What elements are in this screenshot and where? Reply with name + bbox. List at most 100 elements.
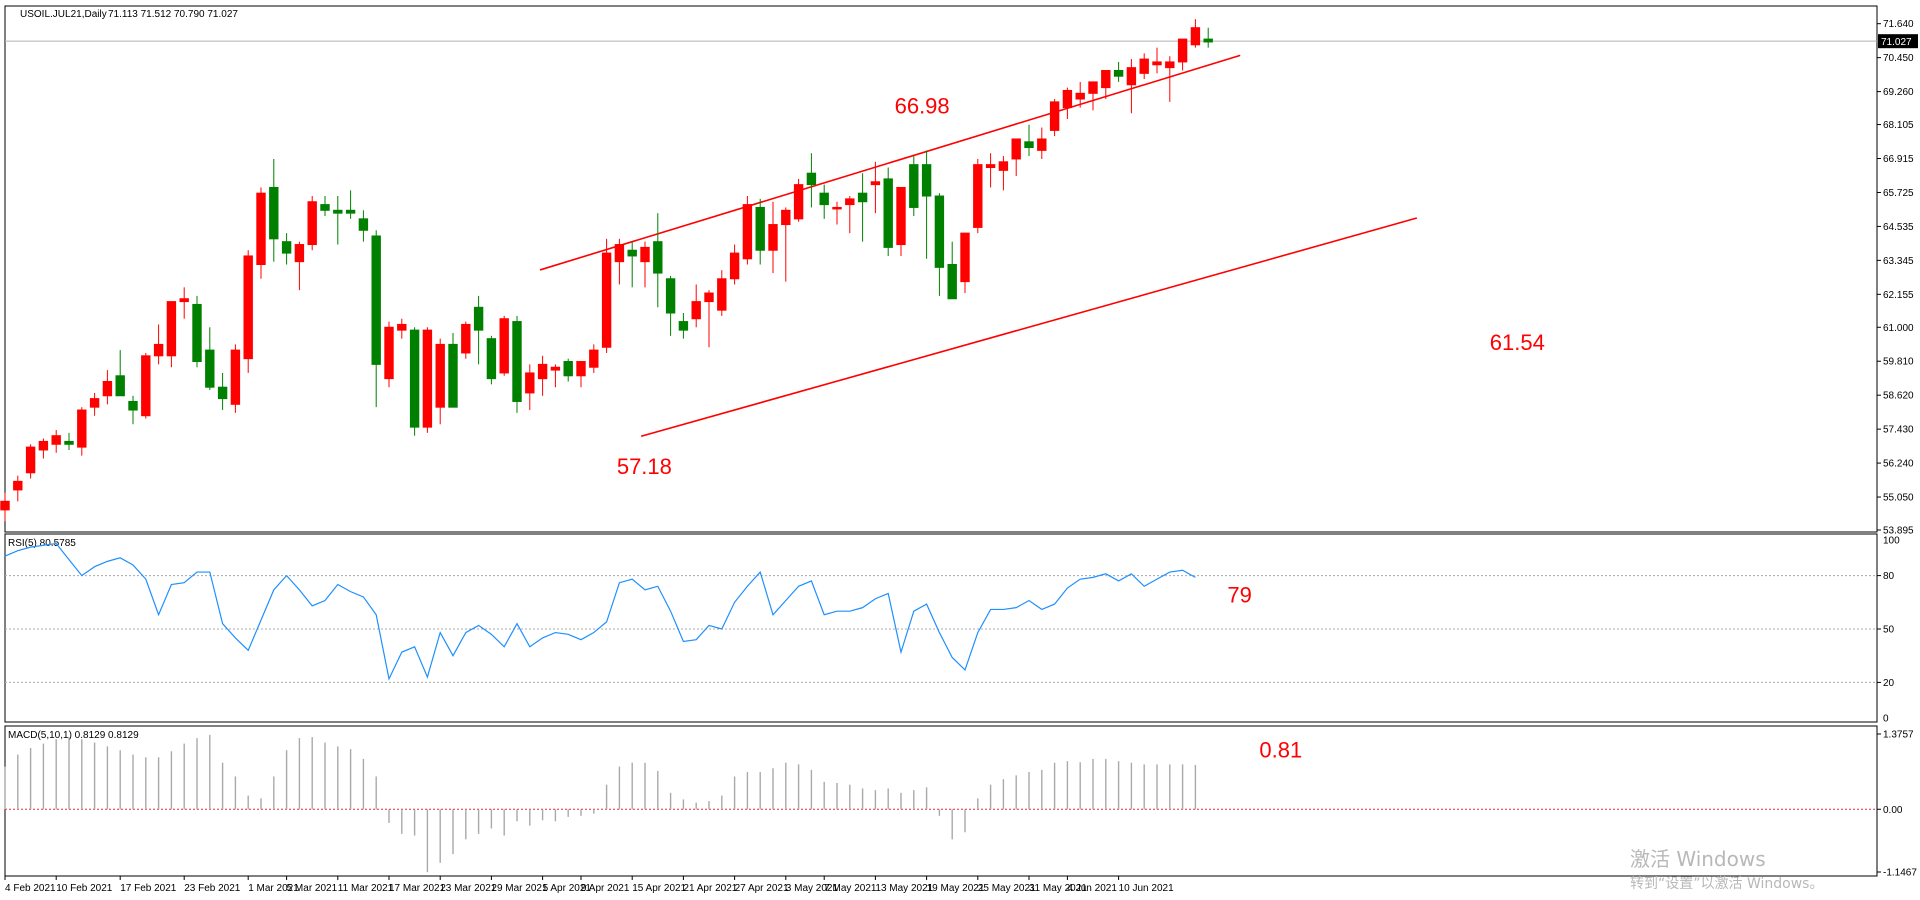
- candle-body: [589, 349, 599, 368]
- candle-body: [755, 206, 765, 251]
- rsi-panel-frame: [4, 533, 1878, 723]
- candles: [0, 19, 1213, 522]
- candle-body: [179, 298, 189, 303]
- candle-body: [1203, 38, 1213, 43]
- price-tick-label: 68.105: [1883, 120, 1914, 131]
- candle-body: [857, 192, 868, 203]
- candle-body: [653, 241, 663, 274]
- candle-body: [102, 380, 113, 397]
- candle-body: [793, 184, 804, 220]
- candle-body: [1088, 81, 1098, 94]
- time-tick-label: 19 May 2021: [927, 883, 985, 894]
- candle-body: [153, 343, 164, 357]
- time-tick-label: 9 Apr 2021: [581, 883, 630, 894]
- candle-body: [281, 241, 292, 254]
- candle-body: [934, 195, 945, 268]
- candle-body: [384, 326, 394, 380]
- candle-body: [563, 361, 573, 377]
- macd-histogram: [4, 734, 1197, 873]
- watermark-line1: 激活 Windows: [1630, 847, 1766, 871]
- price-tick-label: 70.450: [1883, 53, 1914, 64]
- price-tick-label: 64.535: [1883, 222, 1914, 233]
- time-tick-label: 10 Feb 2021: [56, 883, 113, 894]
- candle-body: [665, 278, 676, 314]
- price-annotation: 66.98: [895, 93, 950, 118]
- candle-body: [1011, 138, 1021, 160]
- candle-body: [435, 343, 445, 408]
- candle-body: [13, 480, 23, 491]
- candle-body: [294, 244, 305, 263]
- candle-body: [1062, 89, 1073, 109]
- candle-body: [499, 318, 509, 374]
- price-panel[interactable]: USOIL.JUL21,Daily 71.113 71.512 70.790 7…: [0, 5, 1918, 537]
- candle-body: [243, 255, 253, 360]
- rsi-tick-label: 0: [1883, 714, 1889, 725]
- time-tick-label: 5 Mar 2021: [287, 883, 338, 894]
- price-axis: 71.640 70.450 69.260 68.105 66.915 65.725 64.5…: [1877, 19, 1914, 537]
- rsi-panel[interactable]: RSI(5) 80.5785 100 80 50 20 0 79: [4, 533, 1900, 725]
- time-tick-label: 3 May 2021: [786, 883, 839, 894]
- candle-body: [896, 186, 906, 246]
- candle-body: [371, 235, 381, 365]
- candle-body: [409, 329, 420, 428]
- rsi-tick-label: 100: [1883, 536, 1900, 547]
- price-tick-label: 57.430: [1883, 425, 1914, 436]
- watermark-line2: 转到“设置”以激活 Windows。: [1630, 875, 1823, 892]
- candle-body: [729, 252, 740, 280]
- candle-body: [1101, 69, 1111, 89]
- candle-body: [269, 186, 279, 240]
- candle-body: [486, 338, 497, 380]
- rsi-axis: 100 80 50 20 0: [5, 536, 1900, 725]
- candle-body: [461, 323, 471, 354]
- candle-body: [320, 204, 330, 211]
- candle-body: [819, 192, 829, 206]
- candle-body: [64, 440, 74, 445]
- candle-body: [998, 161, 1009, 171]
- candle-body: [512, 321, 522, 402]
- rsi-series-line: [4, 542, 1196, 681]
- candle-body: [717, 278, 727, 311]
- candle-body: [358, 218, 369, 231]
- candle-body: [307, 201, 317, 246]
- candle-body: [601, 252, 612, 348]
- candle-body: [77, 409, 87, 448]
- candle-body: [0, 500, 10, 511]
- price-tick-label: 63.345: [1883, 256, 1914, 267]
- time-tick-label: 5 Apr 2021: [543, 883, 592, 894]
- time-tick-label: 7 May 2021: [824, 883, 877, 894]
- time-tick-label: 11 Mar 2021: [338, 883, 394, 894]
- candle-body: [1177, 38, 1188, 63]
- candle-body: [473, 306, 484, 331]
- candle-body: [1165, 61, 1175, 69]
- time-tick-label: 17 Feb 2021: [120, 883, 177, 894]
- candle-body: [806, 172, 817, 186]
- candle-body: [973, 164, 983, 228]
- candle-body: [627, 249, 637, 257]
- candle-body: [448, 343, 458, 408]
- rsi-annotation: 79: [1227, 582, 1251, 607]
- time-tick-label: 23 Mar 2021: [440, 883, 497, 894]
- candle-body: [1190, 27, 1201, 46]
- candle-body: [333, 209, 343, 214]
- candle-body: [537, 363, 548, 380]
- candle-body: [640, 246, 650, 263]
- candle-body: [870, 181, 881, 186]
- candle-body: [217, 386, 228, 400]
- channel-trendlines[interactable]: [539, 54, 1418, 438]
- macd-panel[interactable]: MACD(5,10,1) 0.8129 0.8129 1.3757 0.00 -1.…: [4, 725, 1917, 879]
- candle-body: [141, 355, 151, 417]
- macd-tick-label: 1.3757: [1883, 730, 1914, 741]
- time-tick-label: 29 Mar 2021: [491, 883, 548, 894]
- candle-body: [115, 375, 125, 397]
- time-tick-label: 27 Apr 2021: [735, 883, 789, 894]
- candle-body: [1113, 69, 1124, 77]
- price-annotation: 57.18: [617, 454, 672, 479]
- candle-body: [781, 209, 791, 226]
- candle-body: [909, 164, 919, 208]
- price-tick-label: 69.260: [1883, 87, 1914, 98]
- candle-body: [845, 198, 855, 206]
- rsi-tick-label: 80: [1883, 571, 1895, 582]
- current-price-box: [1878, 34, 1918, 49]
- time-tick-label: 10 Jun 2021: [1119, 883, 1174, 894]
